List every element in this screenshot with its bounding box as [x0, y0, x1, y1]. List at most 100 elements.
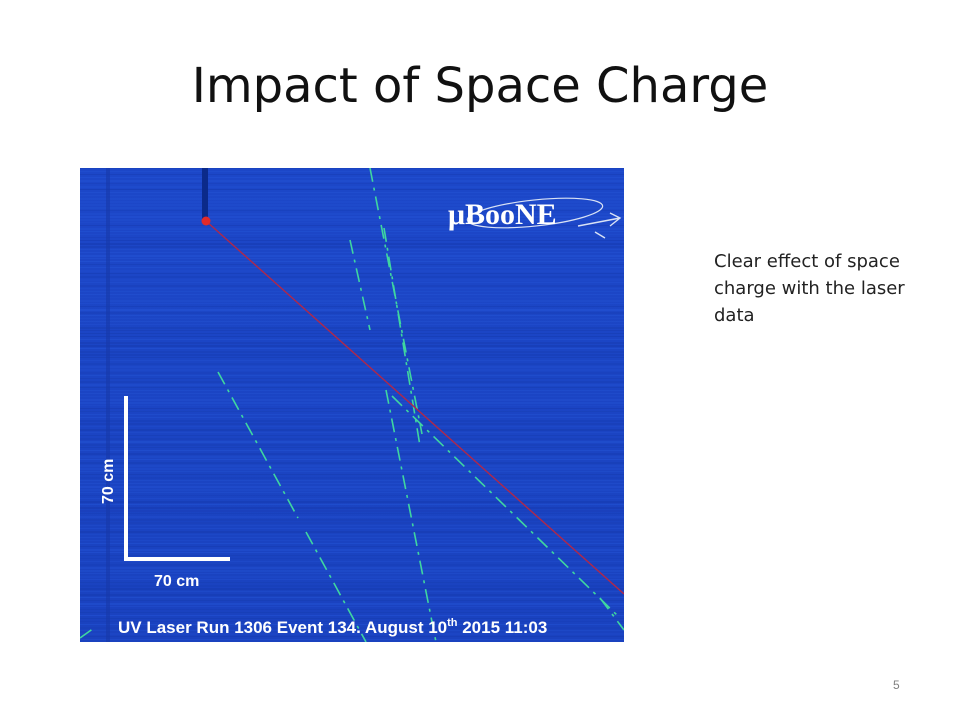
noise-stripe [80, 171, 624, 172]
noise-stripe [80, 255, 624, 257]
noise-stripe [80, 492, 624, 493]
noise-stripe [80, 429, 624, 431]
scale-bar-vertical [124, 396, 128, 560]
noise-stripe [80, 549, 624, 551]
logo-text: μBooNE [448, 198, 557, 231]
noise-stripe [80, 306, 624, 307]
laser-track [305, 531, 367, 642]
noise-stripe [80, 579, 624, 580]
noise-stripe [80, 369, 624, 371]
noise-stripe [80, 501, 624, 503]
noise-stripe [80, 231, 624, 232]
scale-label-horizontal: 70 cm [154, 573, 199, 590]
noise-stripe [80, 420, 624, 422]
scale-bar-horizontal [124, 557, 230, 561]
noise-stripe [80, 279, 624, 281]
noise-stripe [80, 621, 624, 622]
laser-track [599, 597, 624, 631]
noise-stripe [80, 357, 624, 358]
noise-stripe [80, 510, 624, 512]
noise-stripe [80, 585, 624, 587]
noise-stripe [80, 567, 624, 569]
noise-stripe [80, 600, 624, 601]
noise-stripe [80, 522, 624, 524]
noise-stripe [80, 435, 624, 436]
laser-track [391, 395, 621, 619]
microboone-logo: μBooNE [448, 197, 622, 239]
noise-stripe [80, 381, 624, 383]
noise-stripe [80, 576, 624, 578]
faint-wire-column [106, 168, 110, 642]
slide-title: Impact of Space Charge [191, 58, 769, 114]
noise-stripe [80, 240, 624, 241]
noise-stripe [80, 606, 624, 607]
noise-stripe [80, 411, 624, 412]
noise-stripe [80, 309, 624, 311]
noise-stripe [80, 393, 624, 394]
noise-stripe [80, 243, 624, 245]
noise-stripe [80, 285, 624, 287]
noise-stripe [80, 543, 624, 544]
noise-stripe [80, 402, 624, 404]
noise-stripe [80, 441, 624, 443]
noise-stripe [80, 573, 624, 574]
scale-label-vertical: 70 cm [100, 459, 117, 504]
noise-stripe [80, 210, 624, 211]
noise-stripe [80, 297, 624, 298]
noise-stripe [80, 348, 624, 349]
noise-stripe [80, 591, 624, 592]
noise-stripe [80, 333, 624, 334]
noise-stripe [80, 507, 624, 509]
noise-stripe [80, 528, 624, 529]
noise-stripe [80, 534, 624, 535]
noise-stripe [80, 237, 624, 238]
noise-stripe [80, 417, 624, 418]
noise-stripe [80, 282, 624, 283]
noise-stripe [80, 447, 624, 448]
noise-stripe [80, 261, 624, 262]
noise-stripe [80, 468, 624, 470]
dark-wire-column [202, 168, 208, 220]
noise-stripe [80, 291, 624, 292]
noise-stripe [80, 324, 624, 325]
noise-stripe [80, 336, 624, 337]
noise-stripe [80, 612, 624, 613]
noise-stripe [80, 408, 624, 409]
caption-main: UV Laser Run 1306 Event 134. August 10 [118, 618, 447, 637]
arrow-icon [577, 212, 622, 239]
noise-stripe [80, 480, 624, 481]
laser-tracks [80, 168, 624, 642]
noise-stripe [80, 360, 624, 361]
laser-track [385, 389, 437, 642]
noise-stripe [80, 366, 624, 368]
noise-stripe [80, 633, 624, 635]
noise-stripe [80, 561, 624, 562]
noise-stripe [80, 225, 624, 226]
side-note: Clear effect of space charge with the la… [714, 251, 905, 326]
noise-stripe [80, 216, 624, 218]
noise-stripe [80, 258, 624, 259]
noise-stripe [80, 177, 624, 178]
noise-stripe [80, 396, 624, 397]
noise-stripe [80, 234, 624, 235]
noise-stripe [80, 558, 624, 559]
noise-stripe [80, 198, 624, 200]
noise-stripe [80, 363, 624, 365]
noise-stripe [80, 555, 624, 556]
noise-stripe [80, 222, 624, 223]
laser-entry-point [201, 216, 211, 226]
noise-stripe [80, 483, 624, 484]
noise-stripe [80, 372, 624, 374]
noise-stripe [80, 183, 624, 184]
noise-stripe [80, 201, 624, 203]
noise-stripe [80, 207, 624, 209]
noise-stripe [80, 438, 624, 440]
noise-stripe [80, 540, 624, 541]
noise-stripe [80, 294, 624, 295]
noise-stripe [80, 195, 624, 196]
noise-stripe [80, 627, 624, 629]
noise-stripe [80, 564, 624, 566]
noise-stripe [80, 399, 624, 401]
noise-stripe [80, 168, 624, 169]
noise-stripe [80, 513, 624, 514]
